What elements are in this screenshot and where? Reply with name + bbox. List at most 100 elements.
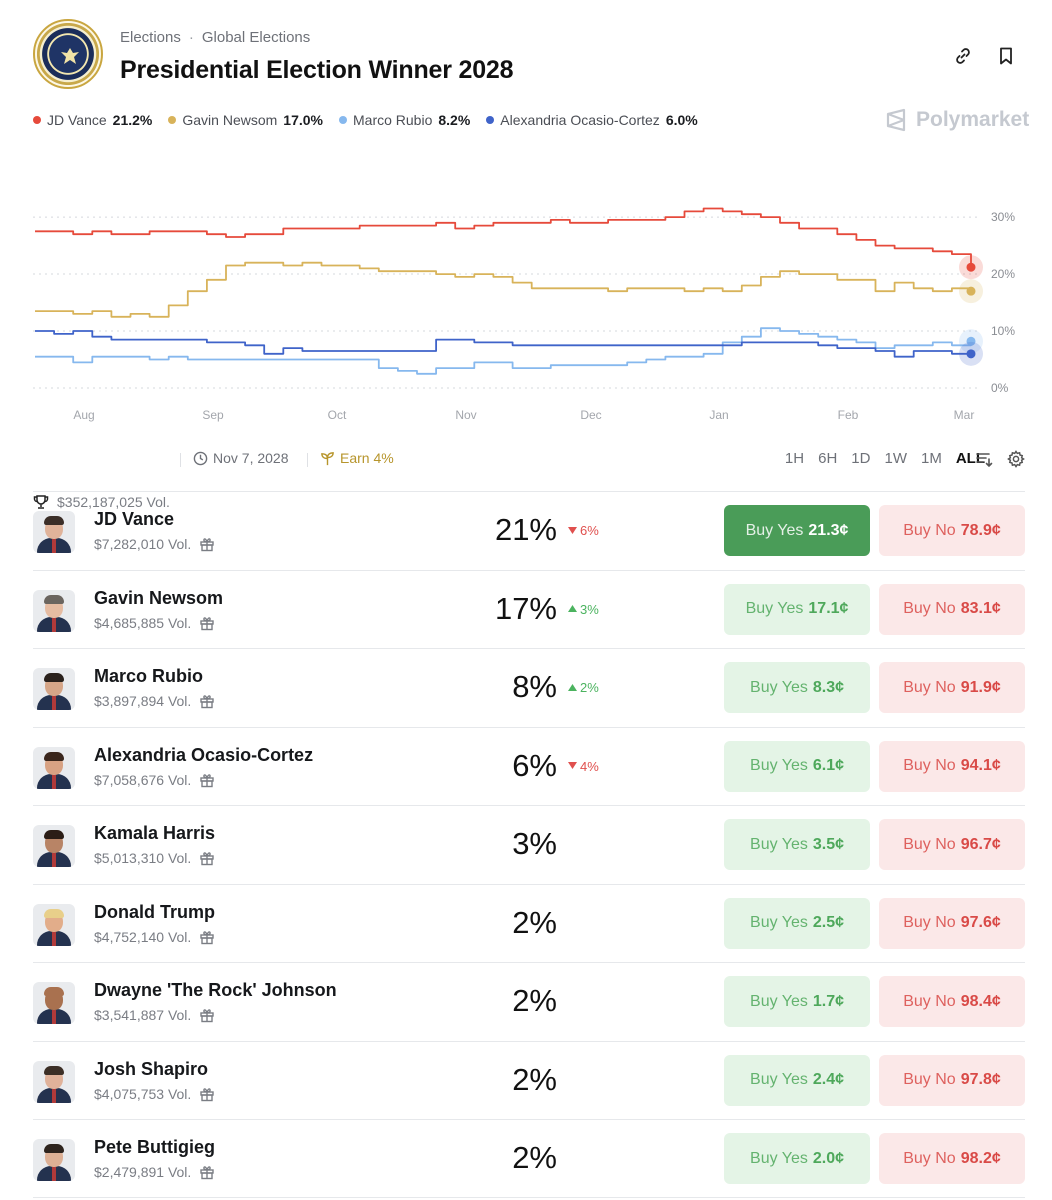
price-change-value: 4%: [580, 758, 599, 774]
gift-icon[interactable]: [199, 615, 215, 631]
outcome-row[interactable]: Marco Rubio $3,897,894 Vol. 8% 2% Buy Ye…: [33, 648, 1025, 727]
candidate-probability: 2%: [512, 904, 557, 940]
breadcrumb-elections[interactable]: Elections: [120, 29, 181, 46]
outcome-row[interactable]: Dwayne 'The Rock' Johnson $3,541,887 Vol…: [33, 962, 1025, 1041]
buy-yes-button[interactable]: Buy Yes 2.5¢: [724, 897, 870, 949]
buy-no-label: Buy No: [903, 1149, 956, 1167]
candidate-name[interactable]: Marco Rubio: [94, 666, 204, 686]
buy-no-price: 97.6¢: [960, 914, 1001, 931]
candidate-name[interactable]: JD Vance: [94, 509, 175, 529]
legend-value: 6.0%: [665, 112, 698, 128]
candidate-name[interactable]: Alexandria Ocasio-Cortez: [94, 744, 314, 765]
buy-no-button[interactable]: Buy No 98.4¢: [879, 976, 1025, 1027]
series-endpoint: [966, 286, 976, 296]
price-change-value: 6%: [580, 523, 599, 538]
buy-yes-price: 17.1¢: [808, 600, 849, 617]
range-1d[interactable]: 1D: [851, 450, 871, 467]
outcome-row[interactable]: Pete Buttigieg $2,479,891 Vol. 2% Buy Ye…: [33, 1119, 1025, 1198]
legend-name: Marco Rubio: [353, 112, 433, 128]
buy-yes-button[interactable]: Buy Yes 8.3¢: [724, 662, 870, 713]
range-1m[interactable]: 1M: [920, 450, 942, 467]
gift-icon[interactable]: [199, 772, 215, 788]
outcome-row[interactable]: JD Vance $7,282,010 Vol. 21% 6% Buy Yes …: [33, 491, 1025, 570]
candidate-avatar: [33, 982, 75, 1024]
buy-yes-price: 1.7¢: [812, 992, 844, 1010]
range-6h[interactable]: 6H: [818, 450, 838, 467]
buy-yes-price: 2.5¢: [812, 914, 844, 931]
buy-no-button[interactable]: Buy No 98.2¢: [879, 1133, 1025, 1184]
outcome-row[interactable]: Alexandria Ocasio-Cortez $7,058,676 Vol.…: [33, 726, 1025, 806]
candidate-name[interactable]: Pete Buttigieg: [94, 1137, 216, 1157]
buy-yes-button[interactable]: Buy Yes 17.1¢: [724, 583, 870, 635]
candidate-name[interactable]: Dwayne 'The Rock' Johnson: [94, 980, 337, 1000]
divider: [307, 453, 308, 467]
candidate-probability: 2%: [512, 983, 557, 1018]
avatar-tie: [52, 774, 56, 789]
candidate-name[interactable]: Josh Shapiro: [94, 1058, 209, 1079]
gift-icon[interactable]: [199, 1086, 215, 1102]
avatar-tie: [52, 853, 56, 867]
buy-no-button[interactable]: Buy No 96.7¢: [879, 819, 1025, 870]
candidate-name[interactable]: Gavin Newsom: [94, 587, 224, 608]
buy-no-button[interactable]: Buy No 97.6¢: [879, 897, 1025, 949]
buy-no-button[interactable]: Buy No 97.8¢: [879, 1054, 1025, 1106]
buy-yes-button[interactable]: Buy Yes 3.5¢: [724, 819, 870, 870]
buy-no-button[interactable]: Buy No 78.9¢: [879, 505, 1025, 556]
legend-color-dot: [339, 116, 347, 124]
outcome-row[interactable]: Josh Shapiro $4,075,753 Vol. 2% Buy Yes …: [33, 1040, 1025, 1120]
buy-yes-label: Buy Yes: [750, 835, 808, 853]
buy-yes-label: Buy Yes: [750, 1071, 808, 1088]
candidate-name[interactable]: Donald Trump: [94, 901, 215, 922]
buy-yes-button[interactable]: Buy Yes 6.1¢: [724, 740, 870, 792]
legend-item[interactable]: JD Vance 21.2%: [33, 112, 152, 128]
outcome-row[interactable]: Donald Trump $4,752,140 Vol. 2% Buy Yes …: [33, 883, 1025, 963]
avatar-hair: [44, 987, 64, 996]
range-1w[interactable]: 1W: [884, 450, 907, 467]
buy-yes-button[interactable]: Buy Yes 2.0¢: [724, 1133, 870, 1184]
series-line[interactable]: [35, 330, 971, 358]
gift-icon[interactable]: [199, 850, 215, 866]
legend-item[interactable]: Alexandria Ocasio-Cortez 6.0%: [486, 112, 698, 128]
avatar-hair: [44, 1065, 64, 1075]
buy-yes-button[interactable]: Buy Yes 21.3¢: [724, 505, 870, 556]
settings-gear-icon[interactable]: [1007, 450, 1025, 468]
gift-icon[interactable]: [199, 693, 215, 709]
sort-icon[interactable]: [975, 450, 993, 468]
buy-no-button[interactable]: Buy No 94.1¢: [879, 740, 1025, 792]
price-history-chart[interactable]: 30% 20% 10% 0% Aug Sep Oct Nov Dec Jan Feb Mar: [33, 190, 1023, 430]
buy-no-button[interactable]: Buy No 83.1¢: [879, 583, 1025, 635]
x-tick-label: Nov: [455, 408, 476, 422]
range-1h[interactable]: 1H: [784, 450, 805, 467]
series-line[interactable]: [35, 261, 972, 318]
breadcrumb-global-elections[interactable]: Global Elections: [201, 29, 311, 46]
buy-no-price: 91.9¢: [960, 678, 1001, 696]
earn-rewards[interactable]: Earn 4%: [320, 450, 394, 466]
gift-icon[interactable]: [199, 1164, 215, 1180]
gift-icon[interactable]: [199, 929, 215, 945]
gift-icon[interactable]: [199, 536, 215, 552]
y-tick-label: 0%: [991, 381, 1009, 395]
legend-item[interactable]: Marco Rubio 8.2%: [339, 112, 470, 128]
sprout-icon: [321, 451, 334, 465]
buy-yes-label: Buy Yes: [750, 1149, 808, 1167]
link-icon[interactable]: [951, 44, 975, 68]
end-date-text: Nov 7, 2028: [213, 450, 289, 466]
polymarket-icon: [886, 108, 906, 132]
avatar-hair: [44, 516, 64, 525]
series-line[interactable]: [35, 207, 972, 268]
gift-icon[interactable]: [199, 1007, 215, 1023]
legend-item[interactable]: Gavin Newsom 17.0%: [168, 112, 323, 128]
buy-yes-button[interactable]: Buy Yes 1.7¢: [724, 976, 870, 1027]
x-tick-label: Jan: [709, 408, 728, 422]
buy-no-button[interactable]: Buy No 91.9¢: [879, 662, 1025, 713]
candidate-name[interactable]: Kamala Harris: [94, 823, 216, 843]
buy-yes-button[interactable]: Buy Yes 2.4¢: [724, 1054, 870, 1106]
buy-no-price: 83.1¢: [960, 600, 1001, 617]
buy-no-label: Buy No: [903, 914, 956, 931]
series-line[interactable]: [35, 327, 972, 375]
outcome-row[interactable]: Kamala Harris $5,013,310 Vol. 3% Buy Yes…: [33, 805, 1025, 884]
bookmark-icon[interactable]: [994, 44, 1018, 68]
outcome-row[interactable]: Gavin Newsom $4,685,885 Vol. 17% 3% Buy …: [33, 569, 1025, 649]
arrow-up-icon: [568, 605, 577, 612]
breadcrumb-separator: ·: [188, 29, 194, 46]
